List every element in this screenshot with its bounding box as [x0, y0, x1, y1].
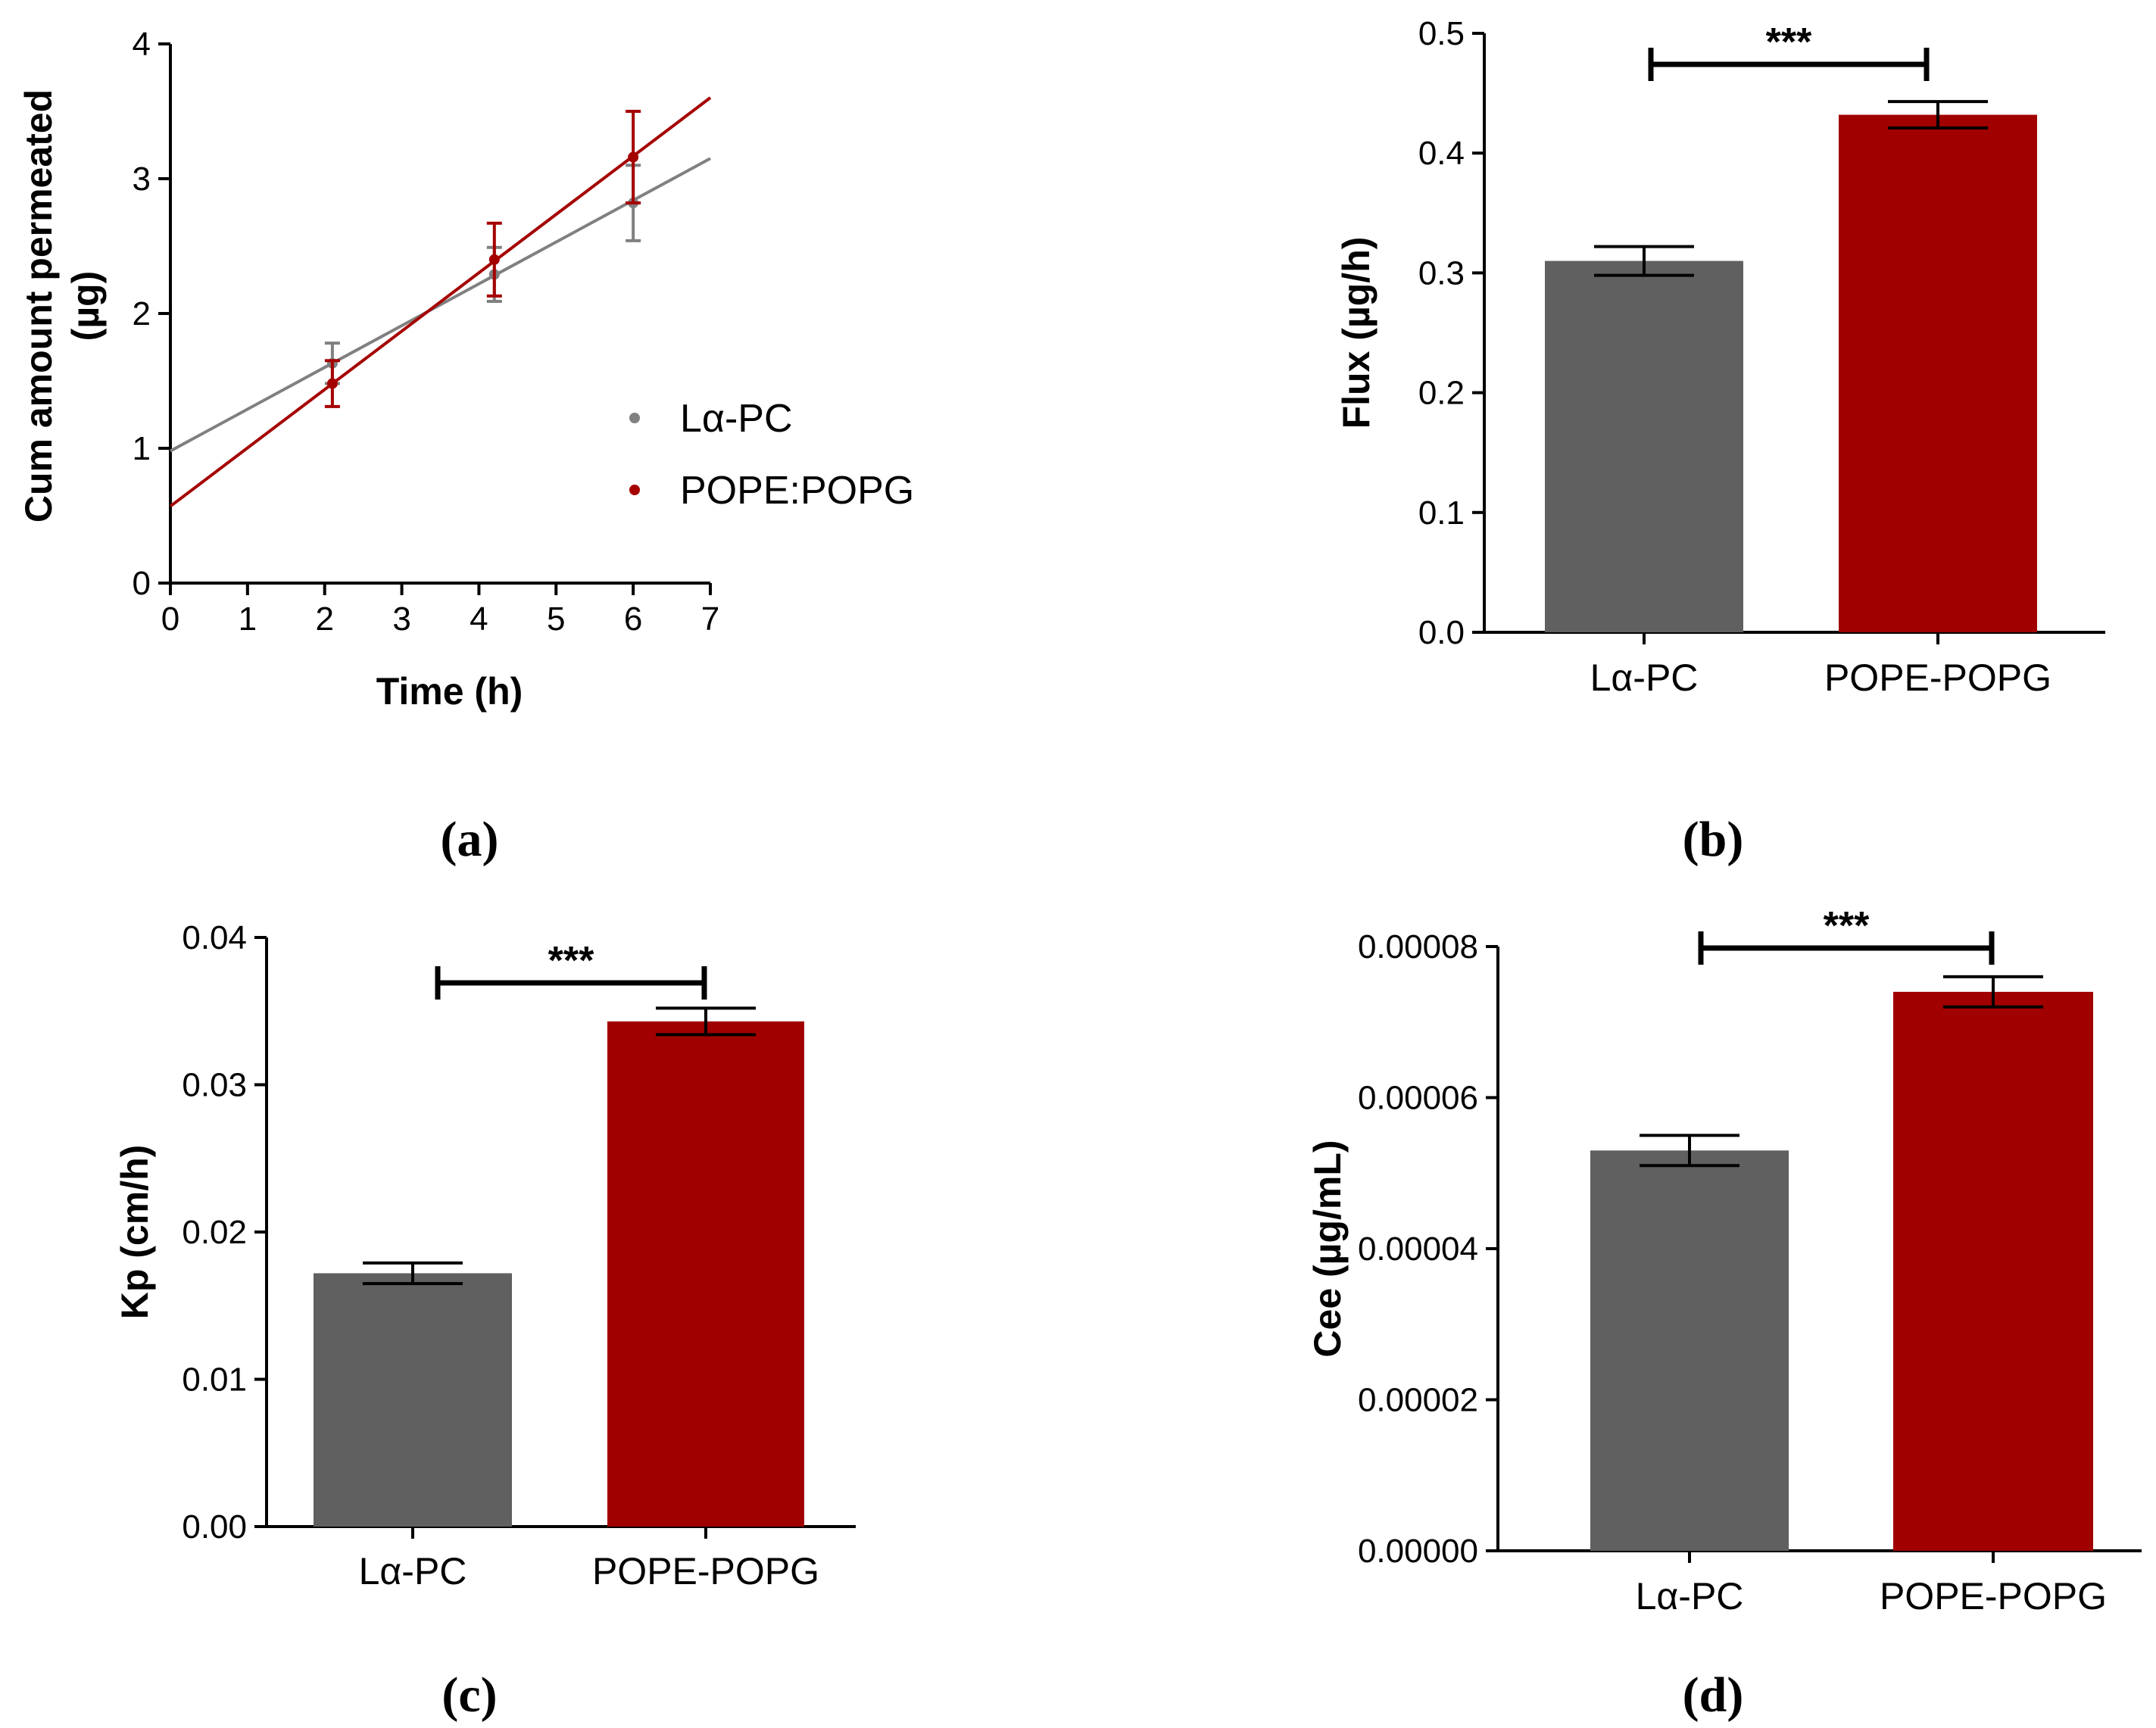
- y-tick-label: 0.04: [182, 919, 247, 956]
- x-tick-label: 3: [392, 600, 410, 638]
- y-tick-label: 0.02: [182, 1214, 247, 1251]
- legend-label: Lα-PC: [680, 397, 793, 441]
- y-tick-label: 0.00: [182, 1508, 247, 1546]
- data-point: [628, 151, 639, 163]
- category-label: POPE-POPG: [1880, 1575, 2107, 1617]
- legend-marker: [629, 485, 640, 495]
- legend-marker: [629, 413, 640, 423]
- y-tick-label: 0.00000: [1358, 1533, 1478, 1570]
- data-point: [488, 254, 500, 265]
- y-tick-label: 3: [133, 161, 151, 198]
- y-tick-label: 1: [133, 430, 151, 467]
- y-tick-label: 0.2: [1418, 375, 1465, 412]
- data-point: [326, 378, 338, 389]
- y-tick-label: 0.01: [182, 1362, 247, 1399]
- y-axis-title: Flux (µg/h): [1335, 237, 1378, 429]
- y-tick-label: 0.5: [1418, 15, 1465, 52]
- category-label: Lα-PC: [1636, 1575, 1744, 1617]
- y-axis-title-line: Cum amount permeated: [17, 89, 60, 522]
- series-la-pc: Lα-PC: [170, 157, 793, 453]
- panel-label: (b): [1683, 812, 1744, 867]
- significance-label: ***: [1824, 904, 1870, 948]
- significance-label: ***: [548, 939, 594, 983]
- y-tick-label: 0.00004: [1358, 1230, 1478, 1268]
- y-tick-label: 0.00008: [1358, 928, 1478, 965]
- category-label: POPE-POPG: [592, 1550, 819, 1592]
- panel-a: 0 1 2 3 4 0 1 2 3 4 5 6 7 Time (h) Cum amount permeate…: [17, 26, 914, 867]
- bar: [1839, 114, 2037, 633]
- bar: [1590, 1150, 1789, 1551]
- y-axis-title: Cee (µg/mL): [1306, 1140, 1349, 1357]
- legend-label: POPE:POPG: [680, 469, 914, 513]
- y-tick-label: 2: [133, 295, 151, 332]
- y-axis-title-line: (µg): [64, 271, 107, 342]
- x-tick-label: 2: [315, 600, 333, 638]
- x-axis-title: Time (h): [376, 670, 523, 713]
- x-tick-label: 1: [239, 600, 257, 638]
- x-tick-label: 6: [624, 600, 642, 638]
- y-tick-label: 0.4: [1418, 135, 1465, 172]
- y-tick-label: 0.00002: [1358, 1382, 1478, 1419]
- y-tick-label: 0.0: [1418, 614, 1465, 651]
- category-label: Lα-PC: [1590, 657, 1699, 699]
- bar: [1545, 260, 1743, 632]
- y-tick-label: 4: [133, 26, 151, 63]
- panel-label: (d): [1683, 1667, 1744, 1723]
- significance-label: ***: [1766, 20, 1812, 64]
- panel-d: 0.00000 0.00002 0.00004 0.00006 0.00008 Lα-PC…: [1306, 904, 2142, 1723]
- fit-line: [170, 157, 711, 453]
- x-tick-label: 0: [161, 600, 179, 638]
- series-pope-popg: POPE:POPG: [169, 96, 914, 513]
- y-axis-title: Kp (cm/h): [114, 1145, 156, 1320]
- x-tick-label: 7: [701, 600, 719, 638]
- bar: [1893, 991, 2093, 1551]
- bar: [607, 1021, 804, 1527]
- category-label: Lα-PC: [359, 1550, 467, 1592]
- fit-line: [169, 96, 712, 508]
- y-tick-label: 0.00006: [1358, 1080, 1478, 1117]
- bar: [314, 1273, 512, 1527]
- x-tick-label: 4: [470, 600, 488, 638]
- y-tick-label: 0.3: [1418, 254, 1465, 292]
- y-axis-title: Cum amount permeated (µg): [17, 89, 107, 522]
- category-label: POPE-POPG: [1824, 657, 2051, 699]
- y-tick-label: 0: [133, 565, 151, 602]
- y-tick-label: 0.1: [1418, 494, 1465, 532]
- panel-label: (c): [441, 1667, 497, 1723]
- y-tick-label: 0.03: [182, 1067, 247, 1104]
- panel-c: 0.00 0.01 0.02 0.03 0.04 Lα-PC POPE-POPG *** Kp …: [114, 919, 856, 1723]
- x-tick-label: 5: [547, 600, 565, 638]
- panel-label: (a): [441, 812, 499, 867]
- panel-b: 0.0 0.1 0.2 0.3 0.4 0.5 Lα-PC POPE-POPG *** Flux …: [1335, 15, 2105, 867]
